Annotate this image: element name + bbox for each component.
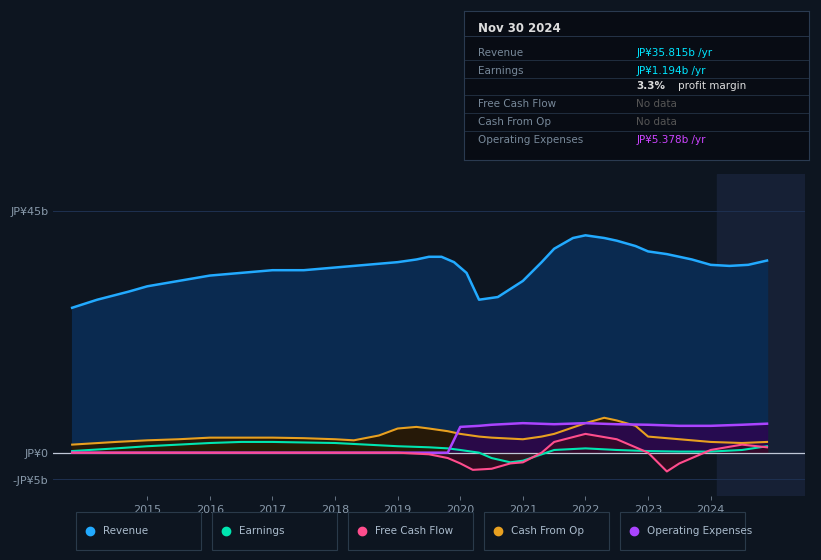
Text: 3.3%: 3.3% bbox=[636, 81, 665, 91]
Text: Free Cash Flow: Free Cash Flow bbox=[478, 99, 556, 109]
Text: No data: No data bbox=[636, 99, 677, 109]
FancyBboxPatch shape bbox=[620, 512, 745, 550]
Text: Operating Expenses: Operating Expenses bbox=[478, 136, 583, 145]
Text: Free Cash Flow: Free Cash Flow bbox=[374, 526, 452, 535]
Text: Revenue: Revenue bbox=[103, 526, 148, 535]
Text: Earnings: Earnings bbox=[239, 526, 284, 535]
Text: Operating Expenses: Operating Expenses bbox=[647, 526, 752, 535]
Text: JP¥1.194b /yr: JP¥1.194b /yr bbox=[636, 66, 706, 76]
Text: No data: No data bbox=[636, 116, 677, 127]
Text: JP¥5.378b /yr: JP¥5.378b /yr bbox=[636, 136, 706, 145]
Text: JP¥35.815b /yr: JP¥35.815b /yr bbox=[636, 48, 713, 58]
FancyBboxPatch shape bbox=[76, 512, 201, 550]
Text: Cash From Op: Cash From Op bbox=[478, 116, 551, 127]
FancyBboxPatch shape bbox=[348, 512, 473, 550]
Bar bbox=[717, 174, 821, 496]
Text: Earnings: Earnings bbox=[478, 66, 523, 76]
Text: Cash From Op: Cash From Op bbox=[511, 526, 584, 535]
Text: Nov 30 2024: Nov 30 2024 bbox=[478, 22, 561, 35]
FancyBboxPatch shape bbox=[484, 512, 609, 550]
Text: profit margin: profit margin bbox=[677, 81, 746, 91]
Text: Revenue: Revenue bbox=[478, 48, 523, 58]
FancyBboxPatch shape bbox=[212, 512, 337, 550]
